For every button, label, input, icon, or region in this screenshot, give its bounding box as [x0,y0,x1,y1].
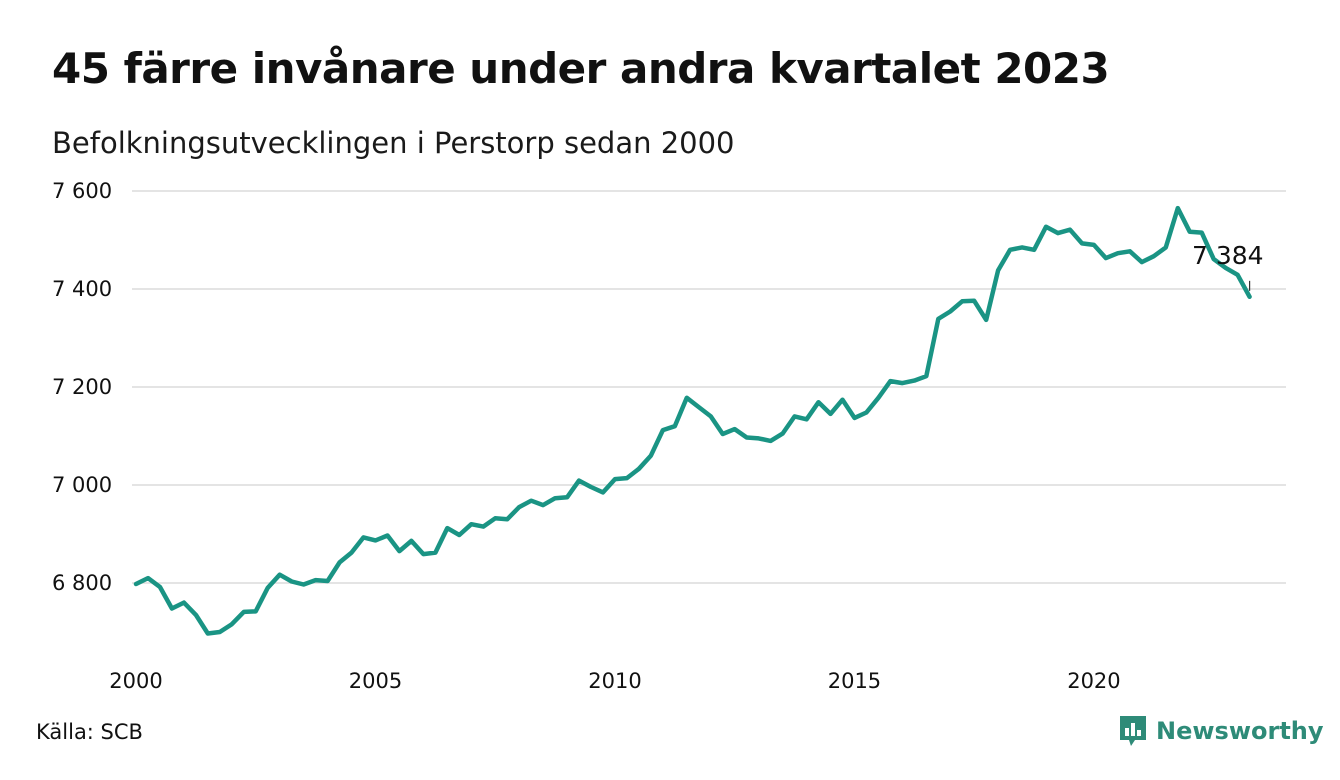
y-tick-label: 7 000 [52,473,112,497]
page-title: 45 färre invånare under andra kvartalet … [52,44,1110,93]
series-line [133,205,1252,636]
x-tick-label: 2020 [1067,669,1120,693]
y-tick-label: 7 400 [52,277,112,301]
x-tick-label: 2005 [349,669,402,693]
annotation-label: 7 384 [1192,241,1264,270]
x-tick-label: 2010 [588,669,641,693]
grid-lines [132,190,1286,584]
y-tick-label: 7 600 [52,179,112,203]
x-tick-label: 2015 [828,669,881,693]
brand-name: Newsworthy [1156,717,1324,745]
source-label: Källa: SCB [36,720,143,744]
x-tick-label: 2000 [109,669,162,693]
y-axis: 6 800 7 000 7 200 7 400 7 600 [52,179,112,595]
y-tick-label: 7 200 [52,375,112,399]
series-group [133,205,1252,636]
annotation-group: 7 384 [1192,241,1264,291]
brand-logo[interactable]: Newsworthy [1118,714,1324,748]
y-tick-label: 6 800 [52,571,112,595]
newsworthy-logo-icon [1120,716,1146,746]
x-axis: 2000 2005 2010 2015 2020 [109,669,1120,693]
page-subtitle: Befolkningsutvecklingen i Perstorp sedan… [52,126,735,160]
